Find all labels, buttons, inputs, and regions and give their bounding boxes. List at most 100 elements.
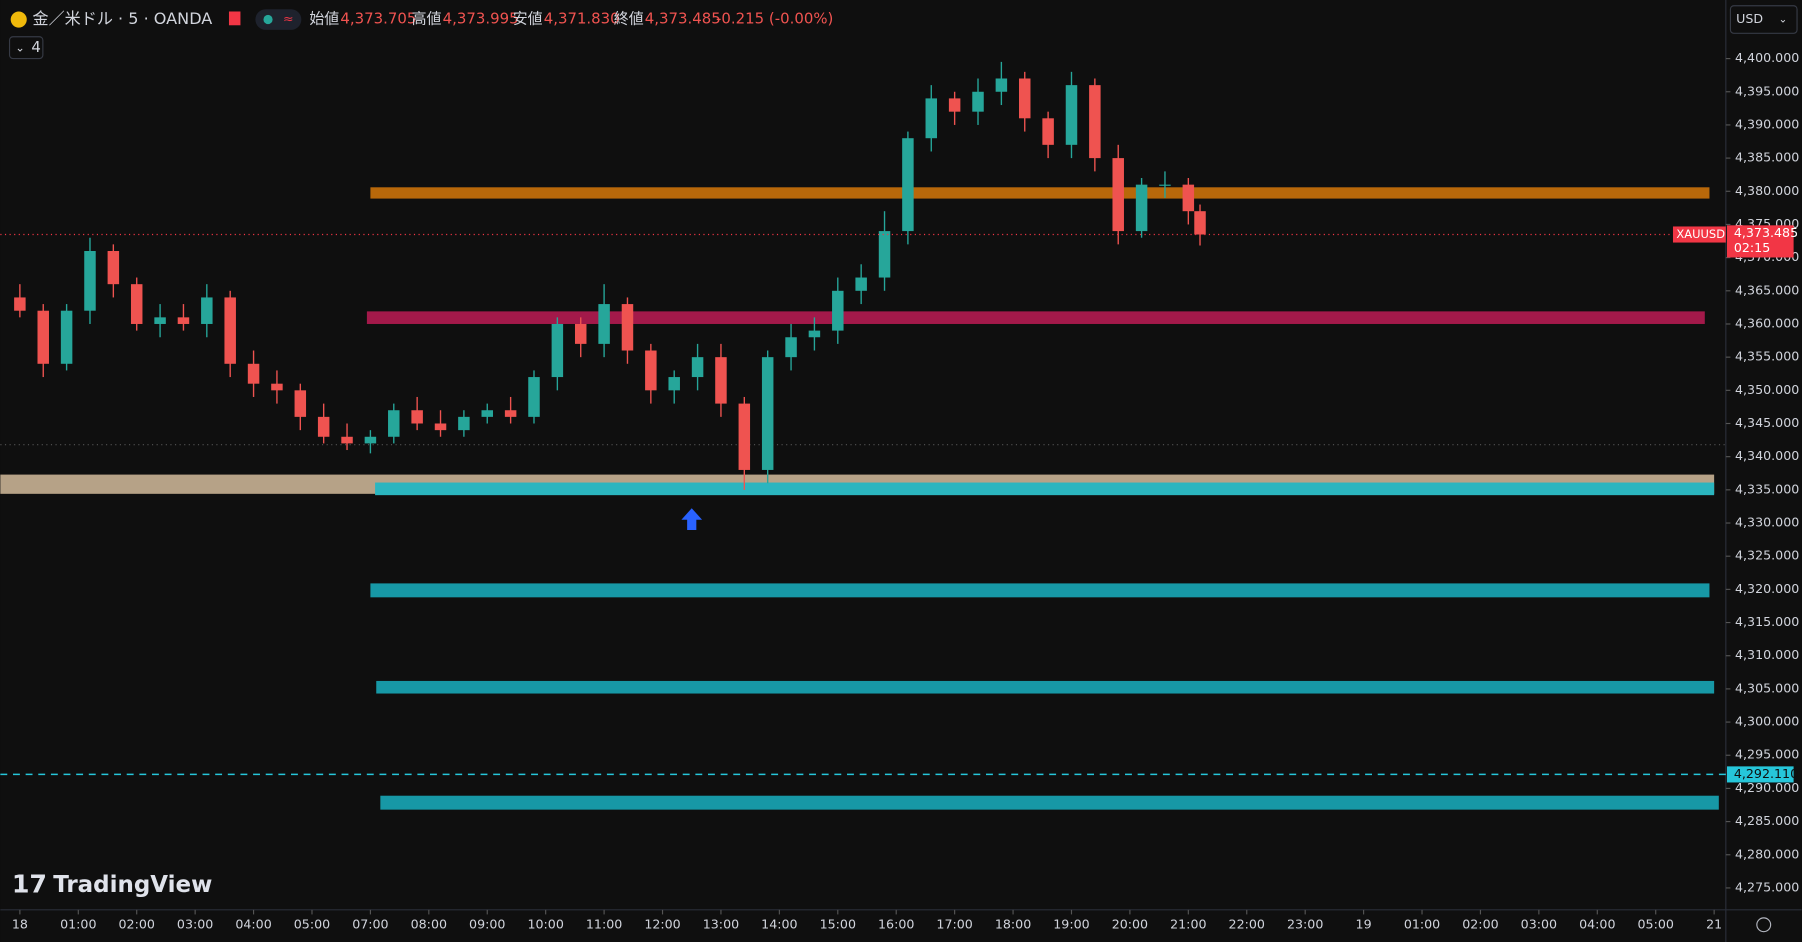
candle-body: [388, 410, 400, 437]
candle-body: [1194, 211, 1206, 235]
y-tick-label: 4,385.000: [1735, 150, 1799, 165]
candle-body: [364, 436, 377, 444]
logo-mark: 17: [12, 870, 47, 899]
candle-body: [481, 410, 493, 417]
candle-body: [715, 357, 727, 404]
candle-body: [1042, 118, 1054, 145]
level-label-box: [1726, 766, 1794, 783]
high-value: 4,373.995: [443, 10, 519, 28]
y-tick-label: 4,380.000: [1735, 183, 1799, 198]
candle-body: [201, 297, 213, 324]
x-tick-label: 15:00: [820, 916, 856, 931]
status-pill[interactable]: [255, 9, 302, 30]
candle-body: [878, 231, 891, 278]
x-tick-label: 03:00: [1521, 916, 1557, 931]
candle-body: [738, 403, 751, 470]
candle-body: [130, 284, 143, 324]
candle-body: [995, 78, 1008, 92]
y-tick-label: 4,330.000: [1735, 515, 1799, 530]
x-tick-label: 12:00: [644, 916, 680, 931]
symbol[interactable]: 金／米ドル · 5 · OANDA: [33, 9, 213, 28]
candle-body: [458, 416, 470, 431]
x-tick-label: 05:00: [294, 916, 330, 931]
x-tick-label: 07:00: [352, 916, 388, 931]
candle-body: [1159, 184, 1171, 186]
candle-body: [107, 250, 120, 285]
candle-body: [1112, 158, 1124, 232]
x-tick-label: 19:00: [1053, 916, 1089, 931]
x-tick-label: 13:00: [703, 916, 739, 931]
change-value: -0.215 (-0.00%): [716, 10, 833, 28]
y-tick-label: 4,355.000: [1735, 349, 1799, 364]
y-tick-label: 4,295.000: [1735, 747, 1799, 762]
y-tick-label: 4,350.000: [1735, 382, 1799, 397]
header[interactable]: 金／米ドル · 5 · OANDA ≈ 始値 4,373.705 高値 4,37…: [8, 5, 1798, 933]
y-tick-label: 4,300.000: [1735, 714, 1799, 729]
x-tick-label: 02:00: [1462, 916, 1498, 931]
low-value: 4,371.830: [544, 10, 620, 28]
arrow-marker: [681, 508, 703, 531]
countdown: 02:15: [1734, 240, 1770, 255]
y-tick-label: 4,280.000: [1735, 846, 1799, 861]
candle-body: [1135, 184, 1148, 232]
chevron: ⌄: [15, 41, 25, 55]
candle-body: [855, 277, 867, 291]
x-tick-label: 11:00: [586, 916, 622, 931]
candle-body: [668, 377, 680, 391]
zone: [376, 680, 1715, 694]
candle-body: [598, 304, 610, 344]
y-tick-label: 4,345.000: [1735, 415, 1799, 430]
zone: [380, 795, 1719, 810]
x-tick-label: 19: [1356, 916, 1372, 931]
y-tick-label: 4,290.000: [1735, 780, 1799, 795]
indicators-count[interactable]: 4: [31, 38, 41, 56]
close-label: 終値: [614, 10, 644, 28]
x-tick-label: 05:00: [1638, 916, 1674, 931]
candle-body: [224, 297, 236, 364]
x-tick-label: 10:00: [527, 916, 563, 931]
candle-body: [14, 297, 26, 311]
candle-body: [948, 98, 961, 112]
candle-body: [294, 390, 307, 417]
open-value: 4,373.705: [340, 10, 416, 28]
y-tick-label: 4,325.000: [1735, 548, 1799, 563]
candle-body: [271, 383, 283, 391]
candle-body: [1182, 184, 1195, 212]
open-label: 始値: [309, 10, 339, 28]
x-tick-label: 09:00: [469, 916, 505, 931]
x-tick-label: 21:00: [1170, 916, 1206, 931]
low-label: 安値: [513, 10, 543, 28]
x-tick-label: 18: [12, 916, 28, 931]
x-tick-label: 02:00: [119, 916, 155, 931]
indicators-toggle[interactable]: [8, 36, 44, 60]
candle-body: [925, 98, 938, 139]
x-tick-label: 21: [1706, 916, 1722, 931]
y-tick-label: 4,365.000: [1735, 282, 1799, 297]
candle-body: [551, 323, 564, 378]
candle-body: [434, 423, 447, 431]
x-tick-label: 17:00: [936, 916, 972, 931]
plot-area: [0, 61, 1726, 810]
zone: [375, 482, 1715, 496]
x-tick-label: 14:00: [761, 916, 797, 931]
level-label: 4,292.110: [1734, 766, 1798, 781]
x-tick-label: 01:00: [60, 916, 96, 931]
currency-select[interactable]: [1729, 5, 1798, 34]
settings-icon[interactable]: [1756, 917, 1772, 933]
close-value: 4,373.485: [645, 10, 721, 28]
candle-body: [832, 290, 844, 331]
brand[interactable]: TradingView: [53, 872, 212, 898]
candle-body: [691, 357, 704, 378]
x-tick-label: 04:00: [1579, 916, 1615, 931]
currency[interactable]: USD: [1736, 11, 1763, 26]
flag-icon[interactable]: [228, 11, 241, 26]
x-tick-label: 03:00: [177, 916, 213, 931]
candle-body: [317, 416, 330, 437]
zone: [366, 311, 1705, 324]
y-tick-label: 4,320.000: [1735, 581, 1799, 596]
candle-body: [528, 377, 540, 417]
candle-body: [154, 317, 166, 324]
candle-body: [785, 337, 797, 358]
x-tick-label: 16:00: [878, 916, 914, 931]
